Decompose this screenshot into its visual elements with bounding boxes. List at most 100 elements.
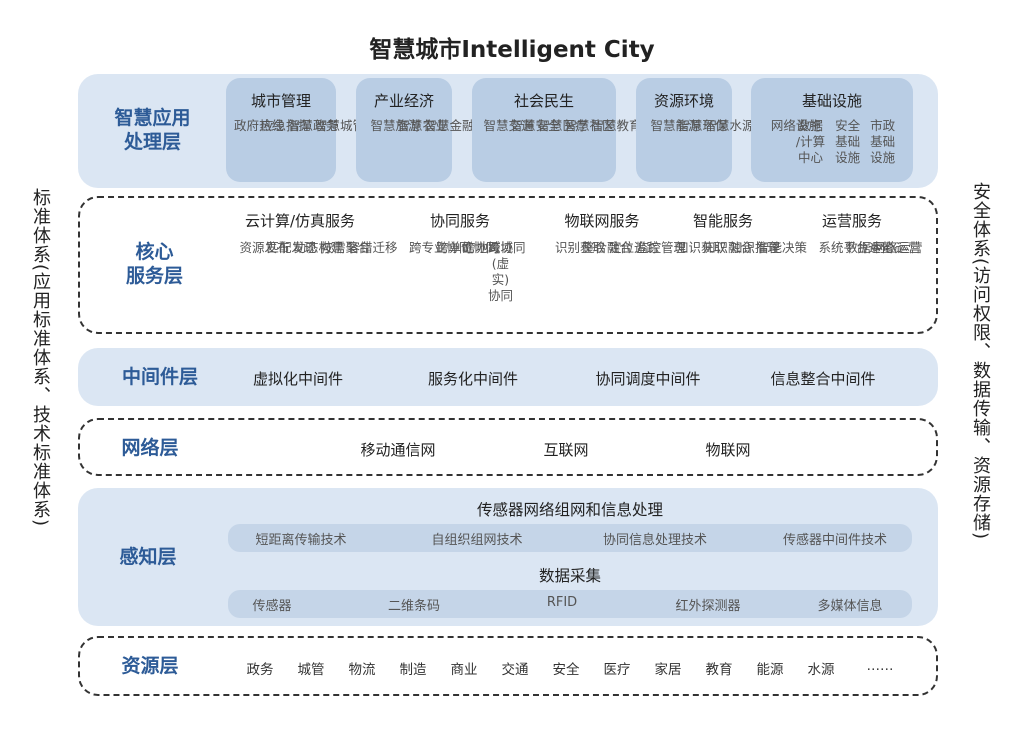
group-title: 协同服务 bbox=[429, 212, 490, 230]
app-box-title: 基础设施 bbox=[801, 92, 862, 110]
resource-item: 能源 bbox=[756, 662, 784, 678]
app-box-title: 资源环境 bbox=[653, 92, 714, 110]
service-item: 跨域 (虚 实) 协同 bbox=[487, 240, 513, 303]
data-collection-item: 多媒体信息 bbox=[817, 599, 883, 614]
service-item: 数据中心运营 bbox=[845, 240, 921, 255]
sensor-network-pill: 短距离传输技术 自组织组网技术 协同信息处理技术 传感器中间件技术 bbox=[228, 524, 912, 552]
service-item: 跨专业协同 bbox=[408, 240, 472, 255]
resource-item: 教育 bbox=[705, 662, 733, 678]
app-item: 智慧农业 bbox=[397, 118, 448, 133]
app-item: 安全 基础 设施 bbox=[835, 118, 861, 165]
app-box-infrastructure: 基础设施 网络设施 数据/计算 中心 安全 基础 设施 市政 基础 设施 bbox=[751, 78, 913, 182]
app-item: 政府热线 bbox=[234, 118, 285, 133]
service-item: 知识推理 bbox=[730, 240, 781, 255]
middleware-item: 协同调度中间件 bbox=[595, 370, 701, 388]
app-box-industry-economy: 产业经济 智慧旅游 智慧农业 智慧金融 bbox=[356, 78, 475, 182]
service-item: 监控管理 bbox=[636, 240, 687, 255]
data-collection-title: 数据采集 bbox=[538, 567, 601, 585]
group-title: 云计算/仿真服务 bbox=[244, 212, 356, 230]
resource-layer-name: 资源层 bbox=[121, 655, 179, 677]
group-title: 物联网服务 bbox=[564, 212, 640, 230]
resource-item: 交通 bbox=[501, 662, 529, 678]
data-collection-item: RFID bbox=[546, 595, 578, 610]
middleware-item: 信息整合中间件 bbox=[770, 370, 876, 388]
service-item: 资源发布 bbox=[239, 240, 290, 255]
app-box-resource-environment: 资源环境 智慧能源 智慧环保 智慧水源 bbox=[636, 78, 755, 182]
service-item: 跨单位协同 bbox=[435, 240, 499, 255]
service-item: 跨地域协同 bbox=[462, 240, 526, 255]
resource-item: 政务 bbox=[246, 662, 274, 678]
standards-system-label: 标准体系(应用标准体系、技术标准体系) bbox=[30, 188, 51, 528]
app-box-title: 社会民生 bbox=[513, 92, 574, 110]
app-layer: 智慧应用 处理层 城市管理 政府热线 应急指挥 智慧政务 智慧城管 产业经济 智… bbox=[78, 74, 938, 188]
data-collection-item: 红外探测器 bbox=[675, 599, 741, 614]
app-box-social-livelihood: 社会民生 智慧交通 智慧安全 智慧医疗 智慧社区 智慧教育 bbox=[472, 78, 642, 182]
service-item: 智能决策 bbox=[757, 240, 808, 255]
app-item: 应急指挥 bbox=[261, 118, 312, 133]
app-item: 市政 基础 设施 bbox=[870, 118, 896, 165]
app-item: 智慧金融 bbox=[424, 118, 475, 133]
data-collection-item: 二维条码 bbox=[387, 599, 441, 614]
service-item: 网络运营 bbox=[872, 240, 923, 255]
app-item: 智慧政务 bbox=[288, 118, 339, 133]
network-layer-name: 网络层 bbox=[121, 437, 179, 459]
resource-item: …… bbox=[866, 658, 894, 674]
service-item: 匹配发现 bbox=[266, 240, 317, 255]
data-collection-pill: 传感器 二维条码 RFID 红外探测器 多媒体信息 bbox=[228, 590, 912, 618]
resource-item: 城管 bbox=[297, 662, 325, 678]
app-item: 网络设施 bbox=[770, 118, 821, 133]
resource-item: 制造 bbox=[399, 662, 427, 678]
app-item: 智慧能源 bbox=[650, 118, 701, 133]
middleware-item: 虚拟化中间件 bbox=[252, 370, 344, 388]
resource-item: 医疗 bbox=[603, 662, 631, 678]
group-title: 智能服务 bbox=[692, 212, 753, 230]
sensor-network-item: 短距离传输技术 bbox=[255, 533, 347, 548]
service-item: 容错迁移 bbox=[347, 240, 398, 255]
service-item: 系统平台运营 bbox=[818, 240, 894, 255]
app-item: 智慧教育 bbox=[591, 118, 642, 133]
service-item: 动态构建 bbox=[293, 240, 344, 255]
app-item: 智慧社区 bbox=[564, 118, 615, 133]
resource-item: 水源 bbox=[807, 662, 835, 678]
network-item: 移动通信网 bbox=[360, 441, 436, 459]
app-item: 智慧旅游 bbox=[370, 118, 421, 133]
app-item: 智慧医疗 bbox=[537, 118, 588, 133]
perception-layer: 感知层 传感器网络组网和信息处理 短距离传输技术 自组织组网技术 协同信息处理技… bbox=[78, 488, 938, 626]
diagram-title: 智慧城市Intelligent City bbox=[369, 37, 655, 63]
sensor-network-title: 传感器网络组网和信息处理 bbox=[476, 501, 663, 519]
sensor-network-item: 协同信息处理技术 bbox=[602, 533, 708, 548]
app-item: 智慧安全 bbox=[510, 118, 561, 133]
sensor-network-item: 自组织组网技术 bbox=[431, 533, 523, 548]
service-item: 知识融合 bbox=[703, 240, 754, 255]
perception-layer-name: 感知层 bbox=[119, 546, 177, 568]
resource-item: 家居 bbox=[654, 662, 682, 678]
app-item: 智慧环保 bbox=[677, 118, 728, 133]
resource-item: 商业 bbox=[450, 662, 478, 678]
service-item: 知识获取 bbox=[676, 240, 727, 255]
app-box-city-management: 城市管理 政府热线 应急指挥 智慧政务 智慧城管 bbox=[226, 78, 366, 182]
app-item: 智慧水源 bbox=[704, 118, 755, 133]
network-layer: 网络层 移动通信网 互联网 物联网 bbox=[78, 418, 938, 476]
middleware-item: 服务化中间件 bbox=[427, 370, 519, 388]
middleware-layer-name: 中间件层 bbox=[121, 366, 198, 388]
data-collection-item: 传感器 bbox=[252, 599, 292, 614]
middleware-layer: 中间件层 虚拟化中间件 服务化中间件 协同调度中间件 信息整合中间件 bbox=[78, 348, 938, 406]
app-box-title: 产业经济 bbox=[373, 92, 434, 110]
app-item: 数据/计算 中心 bbox=[795, 118, 826, 165]
security-system-label: 安全体系(访问权限、数据传输、资源存储) bbox=[970, 182, 991, 541]
sensor-network-item: 传感器中间件技术 bbox=[782, 533, 888, 548]
resource-item: 物流 bbox=[348, 662, 376, 678]
group-title: 运营服务 bbox=[821, 212, 882, 230]
network-item: 物联网 bbox=[705, 441, 751, 459]
service-item: 按需聚合 bbox=[320, 240, 371, 255]
resource-layer: 资源层 政务 城管 物流 制造 商业 交通 安全 医疗 家居 教育 能源 水源 …… bbox=[78, 636, 938, 696]
app-item: 智慧交通 bbox=[483, 118, 534, 133]
service-item: 整合融合 bbox=[582, 240, 633, 255]
core-layer-name: 核心 服务层 bbox=[125, 241, 183, 287]
resource-item: 安全 bbox=[552, 662, 580, 678]
app-item: 智慧城管 bbox=[315, 118, 366, 133]
network-item: 互联网 bbox=[543, 441, 589, 459]
app-box-title: 城市管理 bbox=[250, 92, 311, 110]
service-item: 定位追踪 bbox=[609, 240, 660, 255]
app-layer-name: 智慧应用 处理层 bbox=[114, 107, 191, 153]
